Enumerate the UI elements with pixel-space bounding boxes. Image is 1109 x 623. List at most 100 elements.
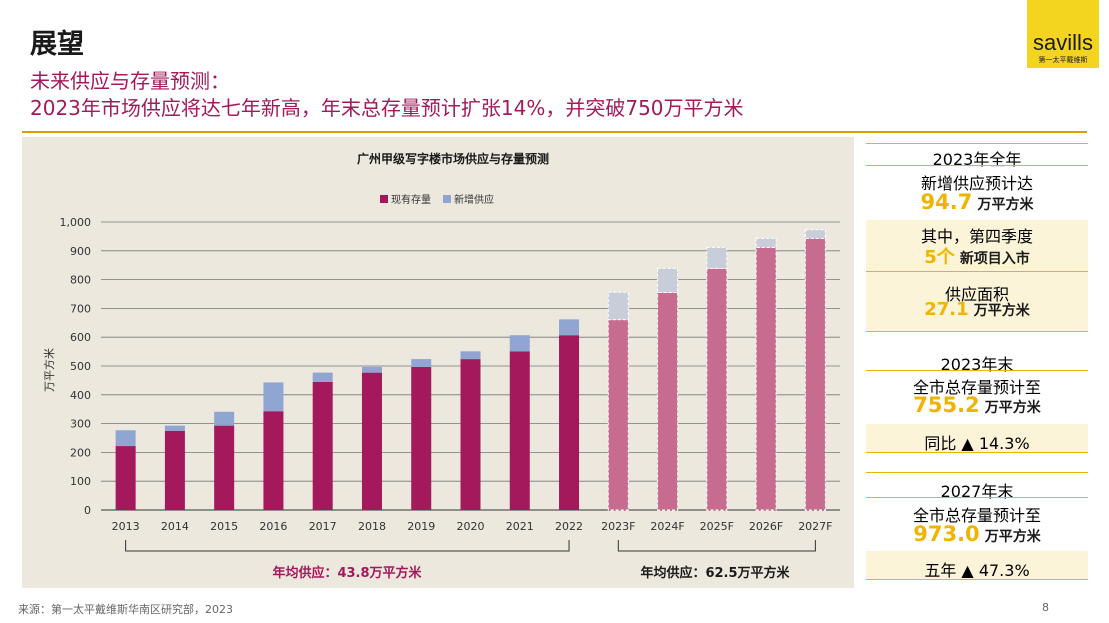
x-tick-label: 2027F bbox=[798, 520, 832, 533]
bar-stock bbox=[460, 359, 481, 510]
x-tick-label: 2015 bbox=[210, 520, 238, 533]
annotation-hist: 年均供应：43.8万平方米 bbox=[272, 565, 422, 581]
x-tick-label: 2016 bbox=[259, 520, 287, 533]
bar-stock bbox=[312, 381, 333, 510]
sidebar-block3-value: 973.0 bbox=[913, 522, 980, 546]
sidebar-block1-sep2 bbox=[866, 165, 1088, 166]
bar-supply bbox=[164, 425, 185, 431]
annotation-bracket bbox=[617, 540, 816, 552]
bar-supply bbox=[559, 319, 580, 336]
bar-stock bbox=[509, 351, 530, 510]
x-tick-label: 2013 bbox=[112, 520, 140, 533]
y-tick-label: 300 bbox=[70, 418, 91, 431]
y-tick-label: 800 bbox=[70, 274, 91, 287]
sidebar-block1-value: 94.7 bbox=[920, 190, 973, 214]
sidebar-block1-area-value: 27.1 bbox=[924, 299, 969, 320]
sidebar-block1-value-row: 94.7 万平方米 bbox=[866, 190, 1088, 214]
y-tick-label: 500 bbox=[70, 360, 91, 373]
sidebar-block3-change: 五年 ▲ 47.3% bbox=[924, 561, 1030, 580]
x-tick-label: 2021 bbox=[506, 520, 534, 533]
y-tick-label: 0 bbox=[84, 504, 91, 517]
x-tick-label: 2026F bbox=[749, 520, 783, 533]
x-tick-label: 2022 bbox=[555, 520, 583, 533]
bar-supply bbox=[263, 382, 284, 412]
sidebar-block3-value-row: 973.0 万平方米 bbox=[866, 522, 1088, 546]
legend-label-supply: 新增供应 bbox=[454, 193, 494, 206]
bar-supply bbox=[115, 430, 136, 447]
bar-supply bbox=[411, 359, 432, 367]
x-tick-label: 2019 bbox=[407, 520, 435, 533]
bar-stock bbox=[706, 267, 728, 511]
y-tick-labels: 0 100 200 300 400 500 600 700 800 900 1,000 bbox=[60, 216, 92, 517]
bar-supply bbox=[755, 237, 777, 248]
sidebar-block3-label: 全市总存量预计至 bbox=[912, 506, 1041, 525]
annotation-forecast: 年均供应：62.5万平方米 bbox=[640, 565, 790, 581]
bar-supply bbox=[607, 291, 629, 321]
bar-stock bbox=[657, 292, 679, 511]
legend-label-stock: 现有存量 bbox=[391, 193, 431, 206]
sidebar-block3-sep0 bbox=[866, 472, 1088, 473]
bar-supply bbox=[214, 411, 235, 426]
source-note: 来源：第一太平戴维斯华南区研究部，2023 bbox=[18, 603, 233, 616]
bar-stock bbox=[214, 425, 235, 510]
page-number: 8 bbox=[1042, 601, 1049, 614]
bar-stock bbox=[115, 446, 136, 510]
x-tick-label: 2024F bbox=[650, 520, 684, 533]
bar-supply bbox=[706, 246, 728, 269]
x-tick-label: 2017 bbox=[309, 520, 337, 533]
sidebar-block1-area-unit: 万平方米 bbox=[973, 303, 1030, 319]
sidebar-block2-value: 755.2 bbox=[913, 393, 980, 417]
bar-supply bbox=[361, 366, 382, 373]
sidebar-block1-count: 5个 bbox=[924, 247, 955, 268]
title-rule bbox=[22, 131, 1087, 133]
sidebar-block1-label: 新增供应预计达 bbox=[920, 174, 1033, 193]
y-tick-label: 1,000 bbox=[60, 216, 92, 229]
x-tick-label: 2020 bbox=[457, 520, 485, 533]
x-tick-label: 2014 bbox=[161, 520, 189, 533]
bar-supply bbox=[657, 267, 679, 294]
sidebar-block1-sub: 其中，第四季度 bbox=[920, 227, 1033, 246]
sidebar-block3-unit: 万平方米 bbox=[984, 529, 1041, 545]
x-tick-label: 2023F bbox=[601, 520, 635, 533]
sidebar-block1-area-label: 供应面积 bbox=[944, 285, 1009, 304]
y-axis-label: 万平方米 bbox=[42, 348, 56, 392]
bar-supply bbox=[312, 372, 333, 382]
legend: 现有存量 新增供应 bbox=[380, 193, 494, 206]
sidebar-block1-unit: 万平方米 bbox=[977, 197, 1034, 213]
bar-supply bbox=[509, 335, 530, 352]
bars bbox=[115, 229, 826, 511]
bar-stock bbox=[607, 319, 629, 511]
y-tick-label: 700 bbox=[70, 302, 91, 315]
sidebar-block2-sep2 bbox=[866, 452, 1088, 453]
x-tick-label: 2025F bbox=[700, 520, 734, 533]
annotation-brackets bbox=[125, 540, 816, 552]
sidebar-block3-header: 2027年末 bbox=[940, 482, 1014, 501]
y-tick-label: 200 bbox=[70, 446, 91, 459]
sidebar-block3-sep2 bbox=[866, 579, 1088, 580]
annotation-bracket bbox=[125, 540, 570, 552]
sidebar-block1-sep4 bbox=[866, 331, 1088, 332]
y-tick-label: 400 bbox=[70, 389, 91, 402]
sidebar-block2-value-row: 755.2 万平方米 bbox=[866, 393, 1088, 417]
y-tick-label: 100 bbox=[70, 475, 91, 488]
subtitle-line-1: 未来供应与存量预测： bbox=[30, 69, 230, 93]
sidebar-block1-q4-box bbox=[866, 220, 1088, 331]
bar-supply bbox=[460, 351, 481, 360]
sidebar-block2-label: 全市总存量预计至 bbox=[912, 378, 1041, 397]
savills-logo: savills 第一太平戴维斯 bbox=[1027, 0, 1099, 68]
sidebar-block2-unit: 万平方米 bbox=[984, 400, 1041, 416]
sidebar-block1-sep3 bbox=[866, 271, 1088, 272]
legend-swatch-stock bbox=[380, 195, 388, 203]
bar-stock bbox=[804, 237, 826, 511]
bar-stock bbox=[559, 335, 580, 510]
sidebar-block2-sep bbox=[866, 370, 1088, 371]
legend-swatch-supply bbox=[443, 195, 451, 203]
y-tick-label: 900 bbox=[70, 245, 91, 258]
logo-word: savills bbox=[1033, 30, 1093, 55]
subtitle-line-2: 2023年市场供应将达七年新高，年末总存量预计扩张14%，并突破750万平方米 bbox=[30, 96, 744, 120]
bar-stock bbox=[263, 411, 284, 510]
sidebar-block1-count-row: 5个 新项目入市 bbox=[866, 243, 1088, 269]
y-tick-label: 600 bbox=[70, 331, 91, 344]
bar-stock bbox=[164, 430, 185, 510]
